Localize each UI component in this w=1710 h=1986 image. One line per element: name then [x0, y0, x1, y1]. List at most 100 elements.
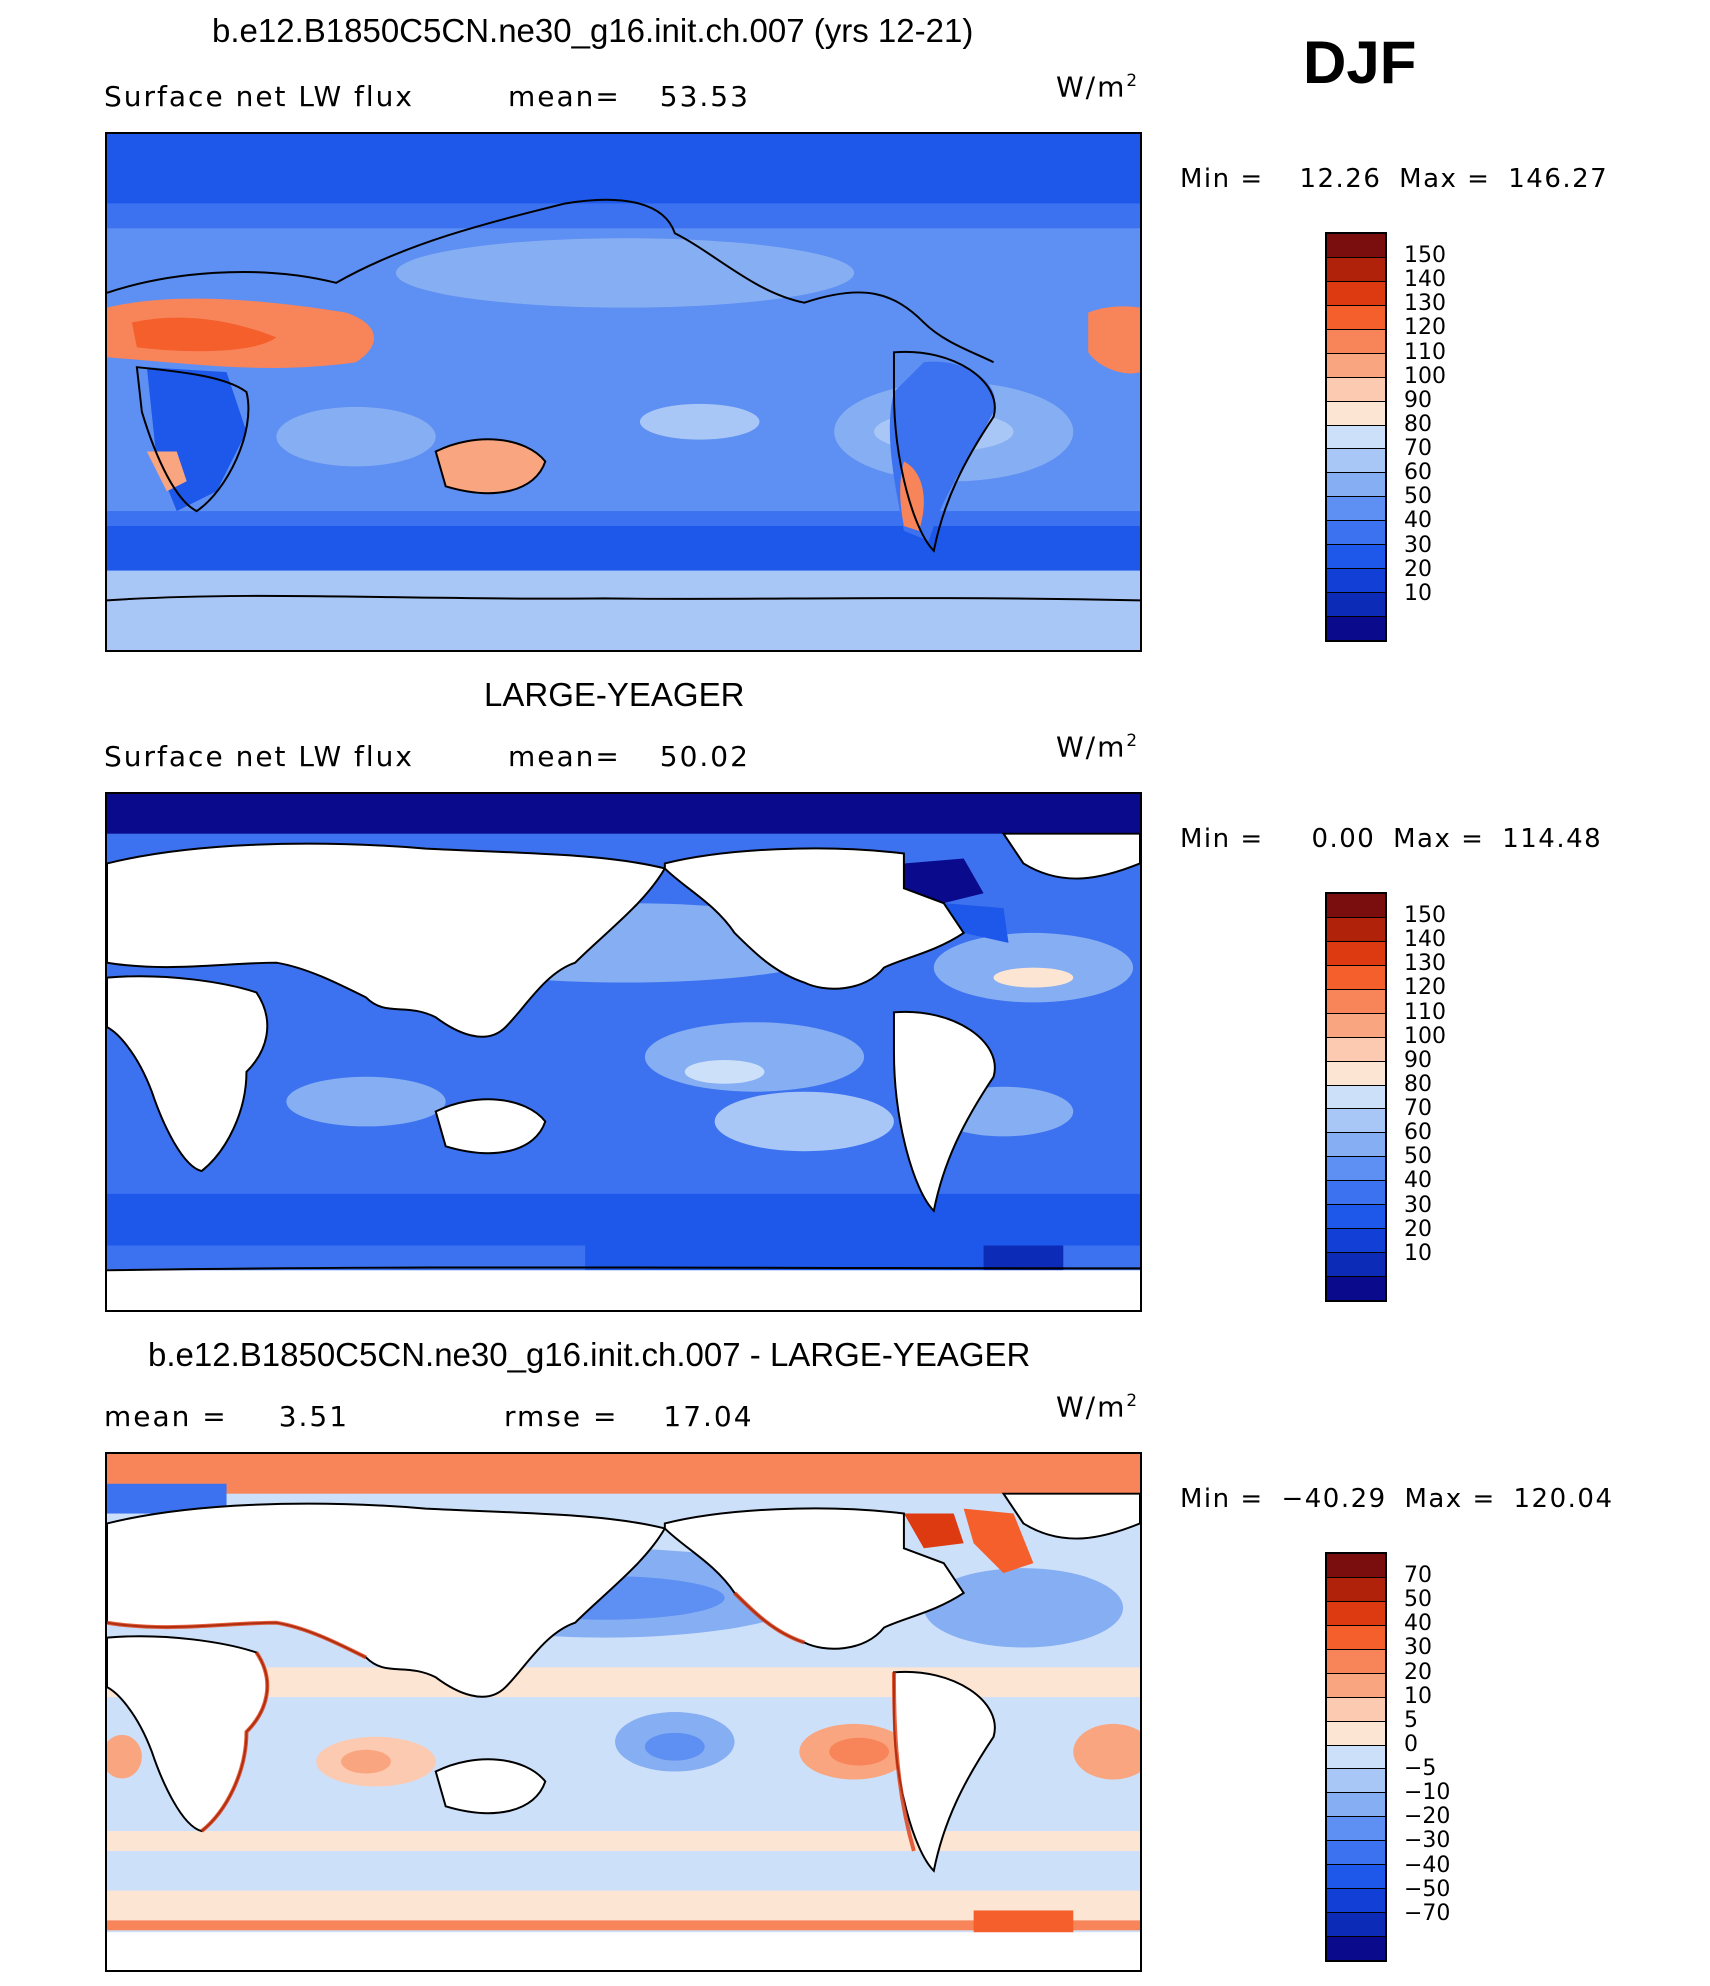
colorbar-cell — [1327, 569, 1385, 594]
colorbar-tick-label: −30 — [1404, 1828, 1451, 1854]
colorbar-cell — [1327, 593, 1385, 617]
colorbar-cell — [1327, 1889, 1385, 1914]
colorbar-cell — [1327, 1577, 1385, 1602]
colorbar-tick-label: 150 — [1404, 243, 1446, 269]
colorbar-cell — [1327, 329, 1385, 354]
panel3-map — [105, 1452, 1142, 1972]
colorbar-tick-label: 110 — [1404, 999, 1446, 1025]
colorbar-cell — [1327, 1673, 1385, 1698]
panel3-units-base: W/m — [1056, 1390, 1127, 1424]
panel1-max-label: Max = — [1399, 164, 1491, 194]
colorbar-cell — [1327, 1253, 1385, 1277]
colorbar-tick-label: 150 — [1404, 903, 1446, 929]
colorbar-tick-label: 10 — [1404, 1683, 1432, 1709]
colorbar-cell — [1327, 965, 1385, 990]
colorbar-tick-label: −5 — [1404, 1756, 1437, 1782]
colorbar-cell — [1327, 425, 1385, 450]
panel1-mean-label: mean= — [508, 80, 621, 113]
panel3-min-value: −40.29 — [1281, 1484, 1387, 1514]
colorbar-tick-label: 50 — [1404, 1587, 1432, 1613]
panel3-rmse-label: rmse = — [504, 1400, 619, 1433]
colorbar-cell — [1327, 521, 1385, 546]
colorbar-cell — [1327, 1601, 1385, 1626]
panel3-mean-value: 3.51 — [278, 1400, 350, 1433]
panel3-max-label: Max = — [1404, 1484, 1496, 1514]
colorbar-cell — [1327, 1793, 1385, 1818]
colorbar-cell — [1327, 1061, 1385, 1086]
panel2-map — [105, 792, 1142, 1312]
panel1-minmax: Min = 12.26 Max = 146.27 — [1180, 164, 1608, 194]
colorbar-tick-label: −20 — [1404, 1804, 1451, 1830]
panel3-units: W/m2 — [1056, 1390, 1139, 1423]
panel2-mean-value: 50.02 — [659, 740, 750, 773]
panel3-colorbar — [1325, 1552, 1387, 1962]
colorbar-tick-label: 70 — [1404, 1563, 1432, 1589]
panel1-units-exp: 2 — [1126, 70, 1140, 90]
colorbar-cell — [1327, 1937, 1385, 1960]
colorbar-cell — [1327, 545, 1385, 570]
colorbar-cell — [1327, 1181, 1385, 1206]
panel2-units: W/m2 — [1056, 730, 1139, 763]
colorbar-cell — [1327, 305, 1385, 330]
colorbar-cell — [1327, 1085, 1385, 1110]
colorbar-tick-label: 130 — [1404, 291, 1446, 317]
colorbar-tick-label: 10 — [1404, 580, 1432, 606]
panel2-min-label: Min = — [1180, 824, 1264, 854]
colorbar-tick-label: 140 — [1404, 267, 1446, 293]
panel2-max-value: 114.48 — [1502, 824, 1603, 854]
colorbar-tick-label: 60 — [1404, 1120, 1432, 1146]
colorbar-tick-label: 50 — [1404, 1144, 1432, 1170]
colorbar-cell — [1327, 401, 1385, 426]
colorbar-tick-label: 30 — [1404, 1192, 1432, 1218]
colorbar-cell — [1327, 1109, 1385, 1134]
panel3-mean-label: mean = — [104, 1400, 228, 1433]
panel2-max-label: Max = — [1393, 824, 1485, 854]
colorbar-tick-label: −70 — [1404, 1900, 1451, 1926]
panel2-minmax: Min = 0.00 Max = 114.48 — [1180, 824, 1602, 854]
panel2-mean-label: mean= — [508, 740, 621, 773]
panel1-units: W/m2 — [1056, 70, 1139, 103]
colorbar-cell — [1327, 1133, 1385, 1158]
colorbar-tick-label: 80 — [1404, 411, 1432, 437]
colorbar-tick-label: −50 — [1404, 1876, 1451, 1902]
colorbar-tick-label: 90 — [1404, 387, 1432, 413]
colorbar-cell — [1327, 894, 1385, 918]
colorbar-cell — [1327, 989, 1385, 1014]
colorbar-tick-label: 80 — [1404, 1071, 1432, 1097]
panel3-rmse-value: 17.04 — [663, 1400, 754, 1433]
panel1-max-value: 146.27 — [1508, 164, 1609, 194]
colorbar-tick-label: 20 — [1404, 556, 1432, 582]
colorbar-cell — [1327, 1865, 1385, 1890]
colorbar-tick-label: −40 — [1404, 1852, 1451, 1878]
colorbar-tick-label: 70 — [1404, 436, 1432, 462]
colorbar-tick-label: 140 — [1404, 927, 1446, 953]
panel3-rmse: rmse = 17.04 — [504, 1400, 754, 1433]
colorbar-cell — [1327, 1554, 1385, 1578]
panel2-colorbar — [1325, 892, 1387, 1302]
colorbar-cell — [1327, 1037, 1385, 1062]
season-label: DJF — [1303, 29, 1417, 96]
colorbar-tick-label: 100 — [1404, 363, 1446, 389]
colorbar-cell — [1327, 473, 1385, 498]
colorbar-cell — [1327, 234, 1385, 258]
colorbar-tick-label: −10 — [1404, 1780, 1451, 1806]
colorbar-tick-label: 20 — [1404, 1659, 1432, 1685]
colorbar-cell — [1327, 497, 1385, 522]
colorbar-tick-label: 40 — [1404, 1168, 1432, 1194]
panel3-min-label: Min = — [1180, 1484, 1264, 1514]
colorbar-tick-label: 50 — [1404, 484, 1432, 510]
colorbar-tick-label: 110 — [1404, 339, 1446, 365]
colorbar-cell — [1327, 1013, 1385, 1038]
colorbar-cell — [1327, 1697, 1385, 1722]
colorbar-cell — [1327, 1745, 1385, 1770]
colorbar-cell — [1327, 377, 1385, 402]
panel2-title: LARGE-YEAGER — [484, 676, 745, 713]
panel1-colorbar — [1325, 232, 1387, 642]
panel1-map — [105, 132, 1142, 652]
colorbar-cell — [1327, 1229, 1385, 1254]
panel3-colorbar-ticks: 70 50 40 30 20 10 5 0 −5 −10 −20 −30 −40 −50 −70 — [1404, 1552, 1494, 1962]
panel1-mean-value: 53.53 — [659, 80, 750, 113]
panel1-colorbar-ticks: 150 140 130 120 110 100 90 80 70 60 50 40 30 20 10 — [1404, 232, 1494, 642]
colorbar-tick-label: 90 — [1404, 1047, 1432, 1073]
panel3-mean: mean = 3.51 — [104, 1400, 349, 1433]
